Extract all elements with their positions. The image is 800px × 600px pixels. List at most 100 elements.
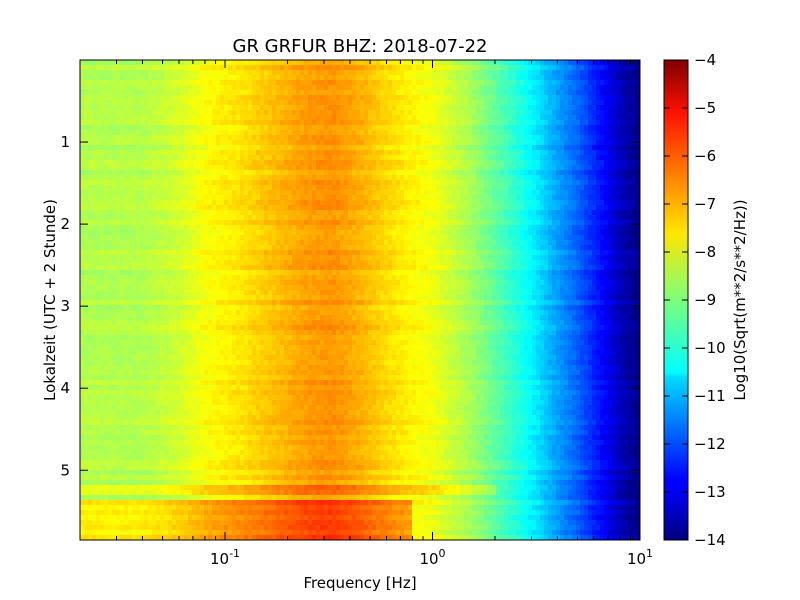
heatmap-cell [276, 100, 281, 106]
heatmap-cell [276, 180, 281, 186]
heatmap-cell [112, 510, 117, 516]
heatmap-cell [88, 65, 93, 71]
heatmap-cell [228, 440, 233, 446]
heatmap-cell [280, 530, 285, 536]
heatmap-cell [248, 280, 253, 286]
heatmap-cell [140, 330, 145, 336]
heatmap-cell [92, 125, 97, 131]
heatmap-cell [140, 170, 145, 176]
heatmap-cell [168, 285, 173, 291]
heatmap-cell [116, 325, 121, 331]
heatmap-cell [256, 450, 261, 456]
heatmap-cell [184, 75, 189, 81]
heatmap-cell [244, 465, 249, 471]
heatmap-cell [256, 440, 261, 446]
heatmap-cell [180, 315, 185, 321]
heatmap-cell [244, 475, 249, 481]
heatmap-cell [104, 250, 109, 256]
heatmap-cell [136, 365, 141, 371]
heatmap-cell [140, 425, 145, 431]
heatmap-cell [268, 100, 273, 106]
heatmap-cell [196, 155, 201, 161]
heatmap-cell [136, 475, 141, 481]
heatmap-cell [268, 385, 273, 391]
heatmap-cell [160, 405, 165, 411]
heatmap-cell [120, 320, 125, 326]
heatmap-cell [260, 230, 265, 236]
heatmap-cell [260, 535, 265, 540]
heatmap-cell [128, 290, 133, 296]
heatmap-cell [196, 65, 201, 71]
heatmap-cell [88, 525, 93, 531]
heatmap-cell [260, 375, 265, 381]
heatmap-cell [268, 415, 273, 421]
heatmap-cell [264, 500, 269, 506]
heatmap-cell [100, 435, 105, 441]
heatmap-cell [148, 125, 153, 131]
heatmap-cell [116, 205, 121, 211]
heatmap-cell [96, 475, 101, 481]
heatmap-cell [120, 110, 125, 116]
heatmap-cell [240, 190, 245, 196]
heatmap-cell [264, 245, 269, 251]
heatmap-cell [96, 300, 101, 306]
heatmap-cell [272, 455, 277, 461]
heatmap-cell [132, 280, 137, 286]
heatmap-cell [120, 150, 125, 156]
heatmap-cell [140, 375, 145, 381]
heatmap-cell [280, 290, 285, 296]
heatmap-cell [244, 85, 249, 91]
heatmap-cell [148, 365, 153, 371]
heatmap-cell [136, 130, 141, 136]
heatmap-cell [160, 175, 165, 181]
heatmap-cell [136, 360, 141, 366]
heatmap-cell [220, 425, 225, 431]
heatmap-cell [140, 510, 145, 516]
heatmap-cell [184, 260, 189, 266]
heatmap-cell [240, 230, 245, 236]
heatmap-cell [236, 345, 241, 351]
heatmap-cell [144, 500, 149, 506]
heatmap-cell [164, 520, 169, 526]
heatmap-cell [276, 485, 281, 491]
heatmap-cell [140, 140, 145, 146]
heatmap-cell [128, 195, 133, 201]
heatmap-cell [224, 455, 229, 461]
heatmap-cell [244, 335, 249, 341]
heatmap-cell [208, 120, 213, 126]
heatmap-cell [184, 270, 189, 276]
heatmap-cell [116, 165, 121, 171]
heatmap-cell [204, 525, 209, 531]
heatmap-cell [232, 435, 237, 441]
heatmap-cell [220, 255, 225, 261]
heatmap-cell [140, 265, 145, 271]
heatmap-cell [160, 415, 165, 421]
heatmap-cell [172, 375, 177, 381]
heatmap-cell [228, 400, 233, 406]
heatmap-cell [80, 140, 85, 146]
heatmap-cell [100, 530, 105, 536]
heatmap-cell [248, 110, 253, 116]
heatmap-cell [124, 295, 129, 301]
heatmap-cell [128, 445, 133, 451]
heatmap-cell [200, 275, 205, 281]
heatmap-cell [208, 320, 213, 326]
heatmap-cell [180, 300, 185, 306]
heatmap-cell [272, 80, 277, 86]
heatmap-cell [120, 330, 125, 336]
heatmap-cell [116, 70, 121, 76]
heatmap-cell [280, 445, 285, 451]
heatmap-cell [144, 530, 149, 536]
heatmap-cell [200, 75, 205, 81]
heatmap-cell [240, 275, 245, 281]
heatmap-cell [136, 270, 141, 276]
heatmap-cell [84, 395, 89, 401]
heatmap-cell [108, 510, 113, 516]
heatmap-cell [148, 310, 153, 316]
heatmap-cell [152, 100, 157, 106]
heatmap-cell [104, 145, 109, 151]
heatmap-cell [284, 230, 289, 236]
heatmap-cell [88, 110, 93, 116]
heatmap-cell [80, 65, 85, 71]
heatmap-cell [100, 185, 105, 191]
